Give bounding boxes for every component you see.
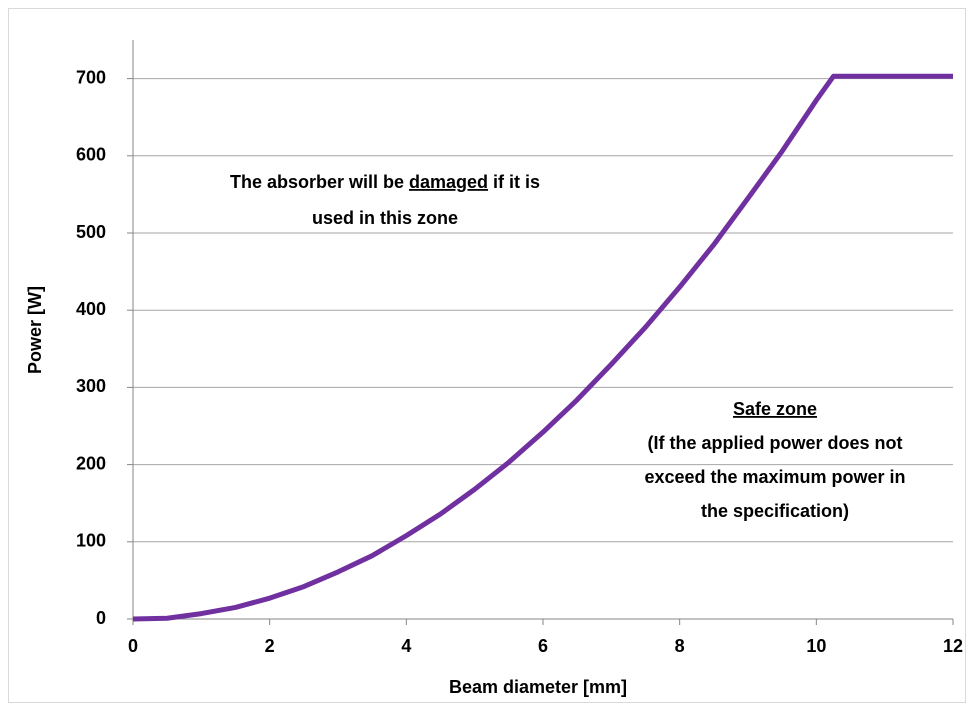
annotation: The absorber will be damaged if it is: [230, 172, 540, 192]
y-tick-label: 500: [76, 222, 106, 242]
y-tick-label: 400: [76, 299, 106, 319]
annotation-text: used in this zone: [312, 208, 458, 228]
y-axis-label: Power [W]: [25, 286, 45, 374]
y-tick-label: 200: [76, 453, 106, 473]
annotation-text: Safe zone: [733, 399, 817, 419]
x-tick-label: 2: [265, 636, 275, 656]
x-axis-label: Beam diameter [mm]: [449, 677, 627, 697]
annotation-text: if it is: [488, 172, 540, 192]
y-tick-label: 100: [76, 531, 106, 551]
annotation-text: damaged: [409, 172, 488, 192]
annotation-text: exceed the maximum power in: [644, 467, 905, 487]
annotation-text: the specification): [701, 501, 849, 521]
annotation: the specification): [701, 501, 849, 521]
y-tick-label: 0: [96, 608, 106, 628]
annotation-text: (If the applied power does not: [647, 433, 902, 453]
x-tick-label: 12: [943, 636, 963, 656]
annotation: exceed the maximum power in: [644, 467, 905, 487]
annotation: (If the applied power does not: [647, 433, 902, 453]
line-series: [132, 73, 953, 622]
annotation-text: The absorber will be: [230, 172, 409, 192]
y-tick-label: 700: [76, 67, 106, 87]
x-tick-label: 4: [401, 636, 411, 656]
x-tick-label: 6: [538, 636, 548, 656]
x-tick-label: 0: [128, 636, 138, 656]
y-tick-label: 300: [76, 376, 106, 396]
annotation: used in this zone: [312, 208, 458, 228]
x-tick-label: 10: [806, 636, 826, 656]
y-tick-label: 600: [76, 145, 106, 165]
x-tick-label: 8: [675, 636, 685, 656]
annotation: Safe zone: [733, 399, 817, 419]
chart-frame: [8, 8, 966, 703]
